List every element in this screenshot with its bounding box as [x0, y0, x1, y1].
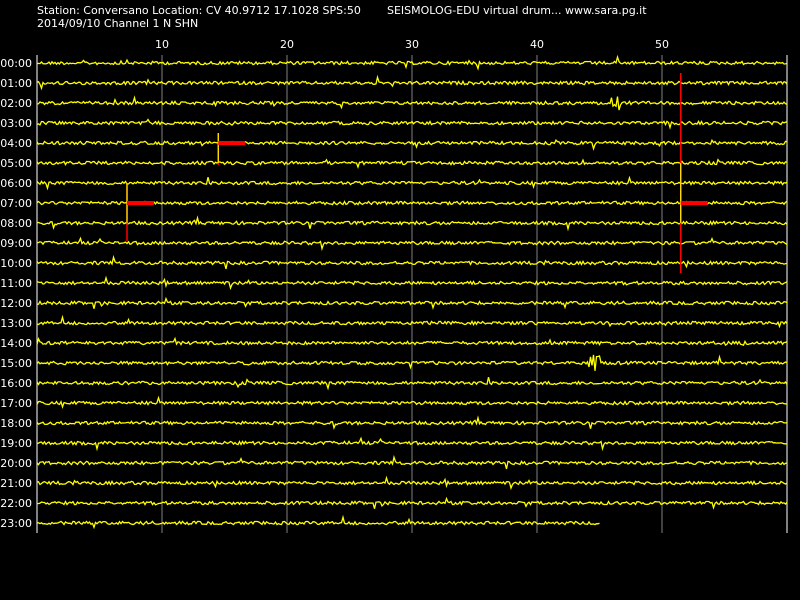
hour-label: 10:00: [0, 257, 32, 270]
trace-row-0100: [36, 74, 788, 91]
trace-row-0300: [36, 118, 788, 130]
trace-row-1400: [36, 336, 788, 347]
hour-label: 05:00: [0, 157, 32, 170]
trace-row-1700: [36, 395, 788, 410]
x-axis-ticks: 10 20 30 40 50: [155, 38, 669, 51]
x-tick-label: 10: [155, 38, 169, 51]
trace-row-1900: [36, 436, 788, 452]
hour-label: 22:00: [0, 497, 32, 510]
traces: [36, 54, 788, 530]
events: [126, 73, 708, 273]
hour-label: 14:00: [0, 337, 32, 350]
hour-label: 15:00: [0, 357, 32, 370]
trace-row-0200: [36, 95, 788, 111]
hour-label: 18:00: [0, 417, 32, 430]
hour-label: 20:00: [0, 457, 32, 470]
hour-label: 11:00: [0, 277, 32, 290]
hour-label: 23:00: [0, 517, 32, 530]
x-tick-label: 40: [530, 38, 544, 51]
trace-row-1100: [36, 275, 788, 291]
trace-row-0700: [36, 200, 788, 206]
hour-label: 01:00: [0, 77, 32, 90]
hour-label: 02:00: [0, 97, 32, 110]
hour-label: 06:00: [0, 177, 32, 190]
hour-label: 19:00: [0, 437, 32, 450]
event-marker: [680, 201, 708, 205]
trace-row-1800: [36, 415, 788, 430]
hour-label: 04:00: [0, 137, 32, 150]
hour-label: 00:00: [0, 57, 32, 70]
station-info-text: Station: Conversano Location: CV 40.9712…: [37, 4, 361, 17]
trace-row-1200: [37, 296, 788, 310]
hour-label: 08:00: [0, 217, 32, 230]
hour-label: 07:00: [0, 197, 32, 210]
hour-label: 17:00: [0, 397, 32, 410]
hour-labels: 00:00 01:00 02:00 03:00 04:00 05:00 06:00 07:00…: [0, 57, 32, 530]
grid: [36, 55, 788, 533]
event-marker: [127, 201, 154, 205]
x-tick-label: 30: [405, 38, 419, 51]
date-channel-text: 2014/09/10 Channel 1 N SHN: [37, 17, 199, 30]
trace-row-1000: [36, 254, 788, 270]
trace-row-0600: [36, 175, 788, 191]
app-title-text: SEISMOLOG-EDU virtual drum... www.sara.p…: [387, 4, 647, 17]
hour-label: 03:00: [0, 117, 32, 130]
event-marker: [218, 141, 246, 145]
hour-label: 21:00: [0, 477, 32, 490]
hour-label: 09:00: [0, 237, 32, 250]
trace-row-2300: [37, 514, 600, 530]
trace-row-0500: [36, 158, 788, 169]
trace-row-0400: [36, 138, 788, 151]
trace-row-2000: [36, 454, 788, 470]
trace-row-2200: [36, 496, 788, 510]
trace-row-1600: [36, 377, 788, 391]
hour-label: 16:00: [0, 377, 32, 390]
trace-row-1500: [36, 354, 788, 371]
hour-label: 13:00: [0, 317, 32, 330]
trace-row-2100: [36, 475, 788, 491]
trace-row-0900: [36, 236, 788, 252]
x-tick-label: 50: [655, 38, 669, 51]
trace-row-0000: [36, 54, 788, 71]
trace-row-1300: [36, 314, 788, 329]
x-tick-label: 20: [280, 38, 294, 51]
hour-label: 12:00: [0, 297, 32, 310]
trace-row-0800: [36, 215, 788, 232]
